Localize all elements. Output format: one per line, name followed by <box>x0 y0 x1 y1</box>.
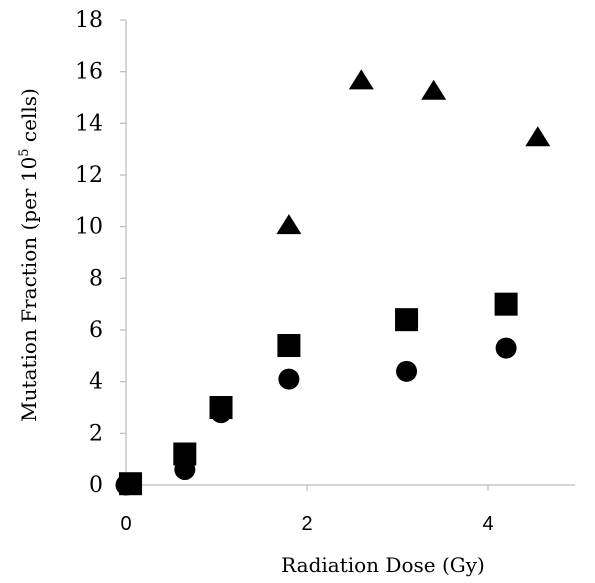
square-point <box>277 334 301 357</box>
square-point <box>209 396 233 419</box>
y-tick-label: 2 <box>89 421 103 446</box>
y-tick-label: 16 <box>75 60 103 85</box>
circle-point <box>495 337 517 359</box>
square-point <box>494 292 518 316</box>
y-tick-label: 4 <box>89 370 103 395</box>
y-axis-label: Mutation Fraction (per 105 cells) <box>17 88 41 422</box>
triangle-point <box>421 79 447 100</box>
y-tick-label: 18 <box>75 8 103 33</box>
x-tick-label: 0 <box>120 513 131 535</box>
x-axis-ticks: 0 2 4 <box>120 485 494 535</box>
y-tick-label: 8 <box>89 266 103 291</box>
x-tick-label: 4 <box>482 513 493 535</box>
y-axis-label-suffix: cells) <box>17 88 41 148</box>
data-points <box>115 69 551 496</box>
y-tick-label: 14 <box>75 111 103 136</box>
x-axis-label: Radiation Dose (Gy) <box>281 553 485 577</box>
square-point <box>119 472 143 496</box>
chart-axes <box>125 20 575 486</box>
y-axis-label-superscript: 5 <box>17 148 32 156</box>
x-tick-label: 2 <box>301 513 312 535</box>
circle-point <box>396 360 418 382</box>
triangle-point <box>525 126 551 147</box>
square-point <box>173 442 197 466</box>
y-tick-label: 6 <box>89 318 103 343</box>
triangle-point <box>348 69 374 90</box>
y-tick-label: 0 <box>89 473 103 498</box>
y-tick-label: 12 <box>75 163 103 188</box>
y-axis-ticks: 0 2 4 6 8 10 12 14 16 18 <box>75 8 126 498</box>
y-axis-label-prefix: Mutation Fraction (per 10 <box>17 157 41 422</box>
circle-point <box>278 368 300 390</box>
triangle-point <box>276 214 302 235</box>
y-tick-label: 10 <box>75 215 103 240</box>
square-point <box>395 308 419 332</box>
